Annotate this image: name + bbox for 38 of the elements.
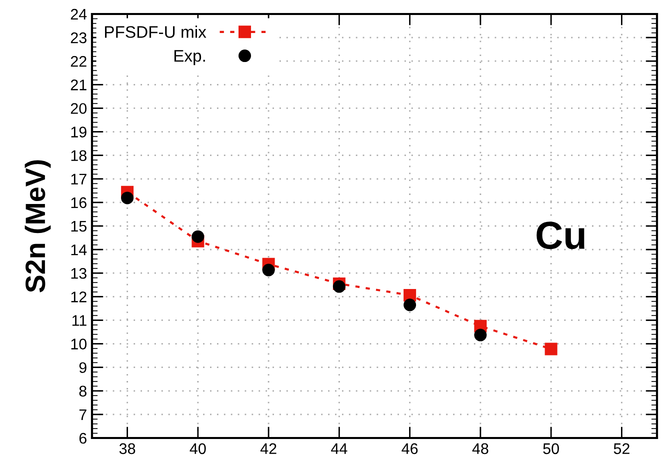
x-tick-label: 44	[331, 443, 348, 454]
y-tick-label: 12	[71, 292, 86, 302]
y-tick-label: 13	[71, 268, 86, 279]
y-tick-label: 16	[71, 197, 86, 208]
annotation: Cu	[536, 222, 584, 250]
point	[192, 230, 204, 243]
y-tick-label: 9	[79, 362, 86, 374]
legend-label: PFSDF-U mix	[105, 26, 206, 38]
y-tick-label: 14	[71, 244, 87, 256]
x-tick-label: 50	[543, 443, 559, 454]
y-tick-label: 20	[70, 103, 87, 114]
point	[404, 298, 416, 312]
point	[474, 328, 487, 342]
y-tick-label: 21	[70, 80, 86, 90]
y-tick-label: 17	[71, 174, 86, 184]
x-tick-label: 48	[472, 443, 488, 454]
x-tick-label: 52	[614, 443, 630, 454]
x-tick-label: 40	[190, 443, 206, 454]
y-tick-label: 11	[72, 315, 86, 326]
point	[544, 342, 558, 356]
x-tick-label: 46	[402, 443, 418, 454]
x-tick-label: 38	[119, 443, 136, 454]
y-tick-label: 22	[70, 56, 86, 67]
y-tick-label: 10	[71, 338, 87, 350]
y-axis-title: S2n (MeV)	[24, 160, 51, 292]
y-tick-label: 7	[79, 409, 86, 420]
y-tick-label: 24	[70, 8, 87, 20]
y-tick-label: 8	[79, 386, 86, 397]
point	[262, 264, 275, 276]
y-tick-label: 23	[70, 32, 86, 44]
y-tick-label: 15	[71, 221, 86, 232]
legend-label: Exp.	[174, 50, 205, 66]
y-tick-label: 18	[71, 150, 86, 162]
x-tick-label: 42	[260, 443, 276, 454]
point	[121, 192, 134, 204]
y-tick-label: 6	[79, 432, 86, 444]
point	[332, 280, 346, 293]
y-tick-label: 19	[71, 126, 86, 138]
